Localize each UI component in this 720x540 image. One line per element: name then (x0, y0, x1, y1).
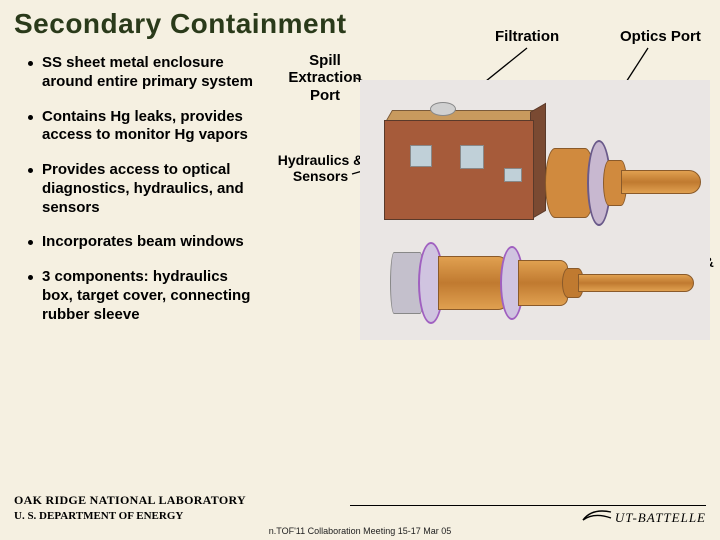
upper-target-assembly (545, 138, 700, 228)
lower-target-assembly (394, 242, 694, 332)
beam-tube (578, 274, 694, 292)
bullet-item: SS sheet metal enclosure around entire p… (28, 54, 253, 92)
label-spill-port: Spill Extraction Port (280, 52, 370, 104)
ut-battelle-logo-text: UT-BATTELLE (615, 510, 706, 526)
label-optics-port: Optics Port (620, 28, 701, 45)
ut-battelle-swoosh-icon (582, 506, 612, 522)
bullet-item: 3 components: hydraulics box, target cov… (28, 268, 253, 324)
footer-meeting: n.TOF'11 Collaboration Meeting 15-17 Mar… (0, 526, 720, 536)
footer-doe: U. S. DEPARTMENT OF ENERGY (14, 510, 183, 522)
front-port (410, 145, 432, 167)
front-port (504, 168, 522, 182)
footer-rule (350, 505, 706, 506)
containment-diagram (360, 80, 710, 340)
front-port (460, 145, 484, 169)
slide-title: Secondary Containment (14, 8, 347, 40)
bullet-item: Incorporates beam windows (28, 233, 253, 252)
bullet-item: Provides access to optical diagnostics, … (28, 161, 253, 217)
cylinder-section (518, 260, 568, 306)
bullet-item: Contains Hg leaks, provides access to mo… (28, 108, 253, 146)
beam-tube (621, 170, 701, 194)
label-filtration: Filtration (495, 28, 559, 45)
footer-lab: OAK RIDGE NATIONAL LABORATORY (14, 493, 246, 508)
label-hydraulics-sensors: Hydraulics & Sensors (268, 152, 373, 184)
spill-extraction-port (430, 102, 456, 116)
sleeve-section (438, 256, 508, 310)
bullet-list: SS sheet metal enclosure around entire p… (28, 54, 253, 340)
